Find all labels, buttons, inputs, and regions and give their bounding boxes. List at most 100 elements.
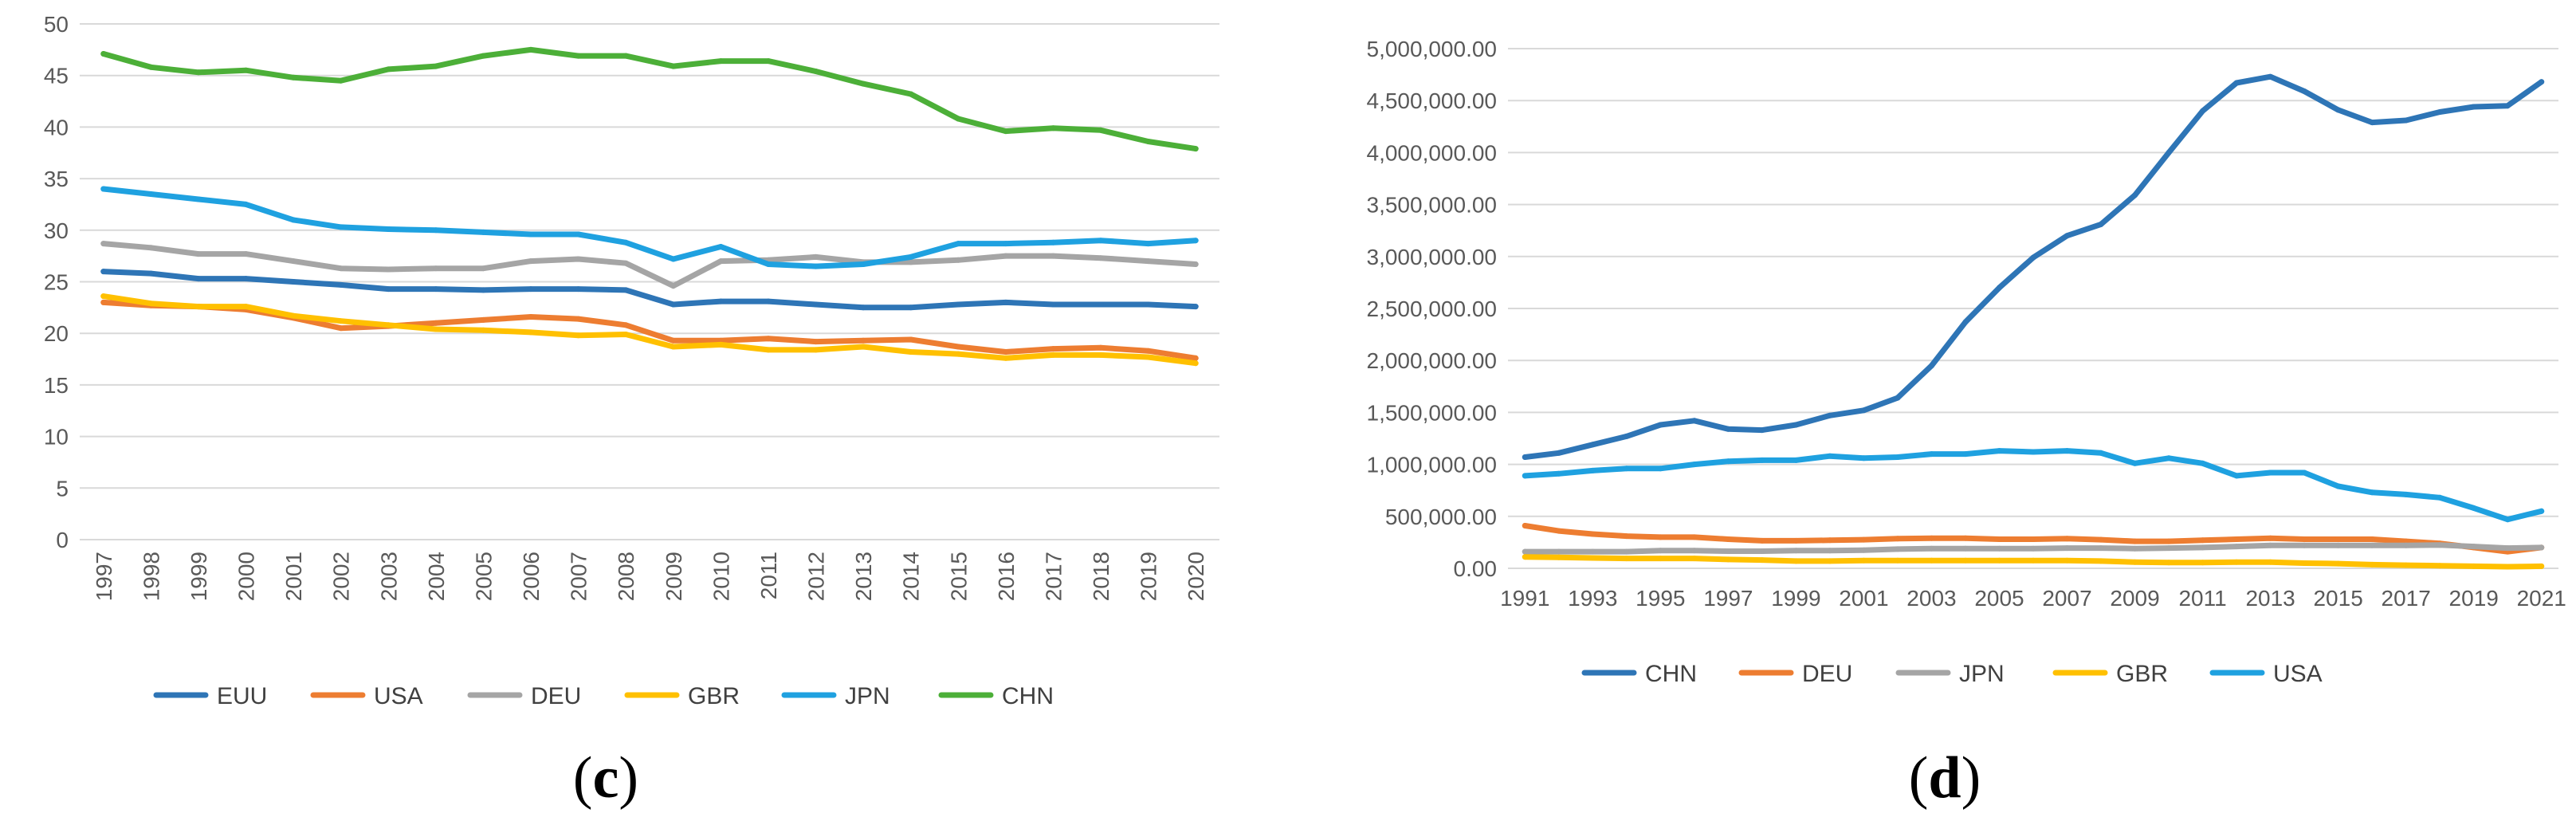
panel-d-grid (1508, 48, 2558, 569)
data-point-deu (1003, 253, 1009, 259)
data-point-usa (100, 299, 107, 305)
x-tick-label: 2017 (1041, 552, 1066, 601)
data-point-jpn (2030, 545, 2036, 552)
y-tick-label: 30 (44, 218, 69, 243)
data-point-chn (717, 58, 724, 65)
data-point-usa (1098, 344, 1104, 351)
data-point-chn (2064, 233, 2070, 239)
data-point-chn (575, 53, 582, 59)
data-point-deu (1997, 536, 2002, 542)
x-tick-label: 2013 (2245, 586, 2295, 611)
data-point-jpn (2098, 545, 2104, 552)
data-point-gbr (2403, 562, 2409, 568)
legend-label-gbr: GBR (688, 683, 740, 709)
data-point-jpn (908, 253, 914, 260)
data-point-gbr (2471, 563, 2477, 569)
legend-label-jpn: JPN (845, 683, 890, 709)
data-point-deu (2064, 536, 2070, 542)
data-point-gbr (2132, 559, 2138, 565)
y-tick-label: 0 (56, 528, 69, 552)
data-point-chn (1657, 422, 1663, 428)
data-point-chn (2471, 104, 2477, 110)
data-point-euu (147, 270, 154, 277)
legend-label-gbr: GBR (2116, 661, 2168, 687)
panel-d: 0.00 500,000.00 1,000,000.00 1,500,000.00 2,… (1367, 37, 2566, 811)
data-point-gbr (338, 318, 344, 324)
data-point-jpn (2200, 544, 2206, 551)
data-point-deu (2301, 536, 2307, 542)
y-tick-label: 5,000,000.00 (1367, 37, 1498, 61)
data-point-jpn (1793, 548, 1799, 554)
data-point-usa (670, 337, 677, 344)
data-point-chn (2200, 108, 2206, 114)
data-point-usa (2335, 483, 2342, 489)
data-point-euu (1192, 304, 1199, 310)
data-point-gbr (908, 349, 914, 355)
data-point-gbr (1929, 557, 1934, 564)
data-point-gbr (385, 322, 391, 328)
data-point-usa (860, 337, 866, 344)
data-point-chn (1691, 418, 1698, 424)
data-point-usa (1895, 454, 1901, 460)
data-point-jpn (1192, 238, 1199, 244)
data-point-chn (2132, 192, 2138, 198)
y-tick-label: 50 (44, 12, 69, 37)
data-point-jpn (100, 186, 107, 192)
x-tick-label: 1999 (1771, 586, 1820, 611)
data-point-gbr (1657, 556, 1663, 562)
data-point-chn (147, 64, 154, 70)
panel-d-legend: CHN DEU JPN GBR USA (1581, 661, 2323, 687)
data-point-chn (1522, 454, 1528, 460)
x-tick-label: 1995 (1636, 586, 1685, 611)
data-point-gbr (195, 304, 202, 310)
data-point-usa (2301, 469, 2307, 476)
data-point-chn (243, 67, 249, 73)
data-point-usa (1522, 473, 1528, 479)
data-point-gbr (147, 301, 154, 307)
data-point-gbr (2098, 558, 2104, 564)
data-point-deu (1192, 261, 1199, 267)
y-tick-label: 3,000,000.00 (1367, 245, 1498, 269)
data-point-usa (908, 336, 914, 343)
data-point-chn (1003, 128, 1009, 135)
data-point-jpn (1860, 547, 1867, 553)
data-point-chn (1895, 395, 1901, 401)
data-point-deu (813, 253, 819, 260)
data-point-gbr (290, 312, 296, 319)
data-point-jpn (2335, 542, 2342, 548)
panel-c: 0 5 10 15 20 25 30 35 40 45 50 1997 1998 1999 2000 200… (44, 12, 1219, 811)
data-point-jpn (860, 261, 866, 267)
panel-c-label-close: ) (618, 745, 638, 811)
data-point-jpn (338, 224, 344, 230)
x-tick-label: 2005 (471, 552, 496, 601)
data-point-usa (1050, 346, 1056, 352)
data-point-jpn (1962, 545, 1969, 552)
data-point-gbr (1997, 557, 2002, 564)
data-point-deu (1145, 258, 1152, 265)
data-point-deu (1895, 536, 1901, 542)
data-point-jpn (1895, 546, 1901, 552)
data-point-euu (338, 281, 344, 288)
data-point-jpn (2504, 545, 2511, 552)
data-point-gbr (2301, 560, 2307, 566)
data-point-gbr (1192, 360, 1199, 367)
y-tick-label: 1,500,000.00 (1367, 400, 1498, 425)
series-line-euu (100, 269, 1199, 311)
data-point-deu (575, 256, 582, 262)
data-point-usa (338, 325, 344, 332)
data-point-chn (955, 116, 961, 122)
legend-label-deu: DEU (1802, 661, 1852, 687)
data-point-jpn (1003, 241, 1009, 247)
data-point-chn (1759, 427, 1765, 434)
data-point-euu (385, 286, 391, 293)
y-tick-label: 0.00 (1454, 556, 1498, 581)
data-point-usa (1997, 448, 2002, 454)
legend-label-usa: USA (374, 683, 423, 709)
data-point-deu (147, 245, 154, 251)
data-point-chn (290, 74, 296, 81)
y-tick-label: 15 (44, 373, 69, 398)
x-tick-label: 2010 (709, 552, 733, 601)
x-tick-label: 1993 (1568, 586, 1617, 611)
data-point-euu (528, 286, 534, 293)
data-point-chn (813, 69, 819, 74)
